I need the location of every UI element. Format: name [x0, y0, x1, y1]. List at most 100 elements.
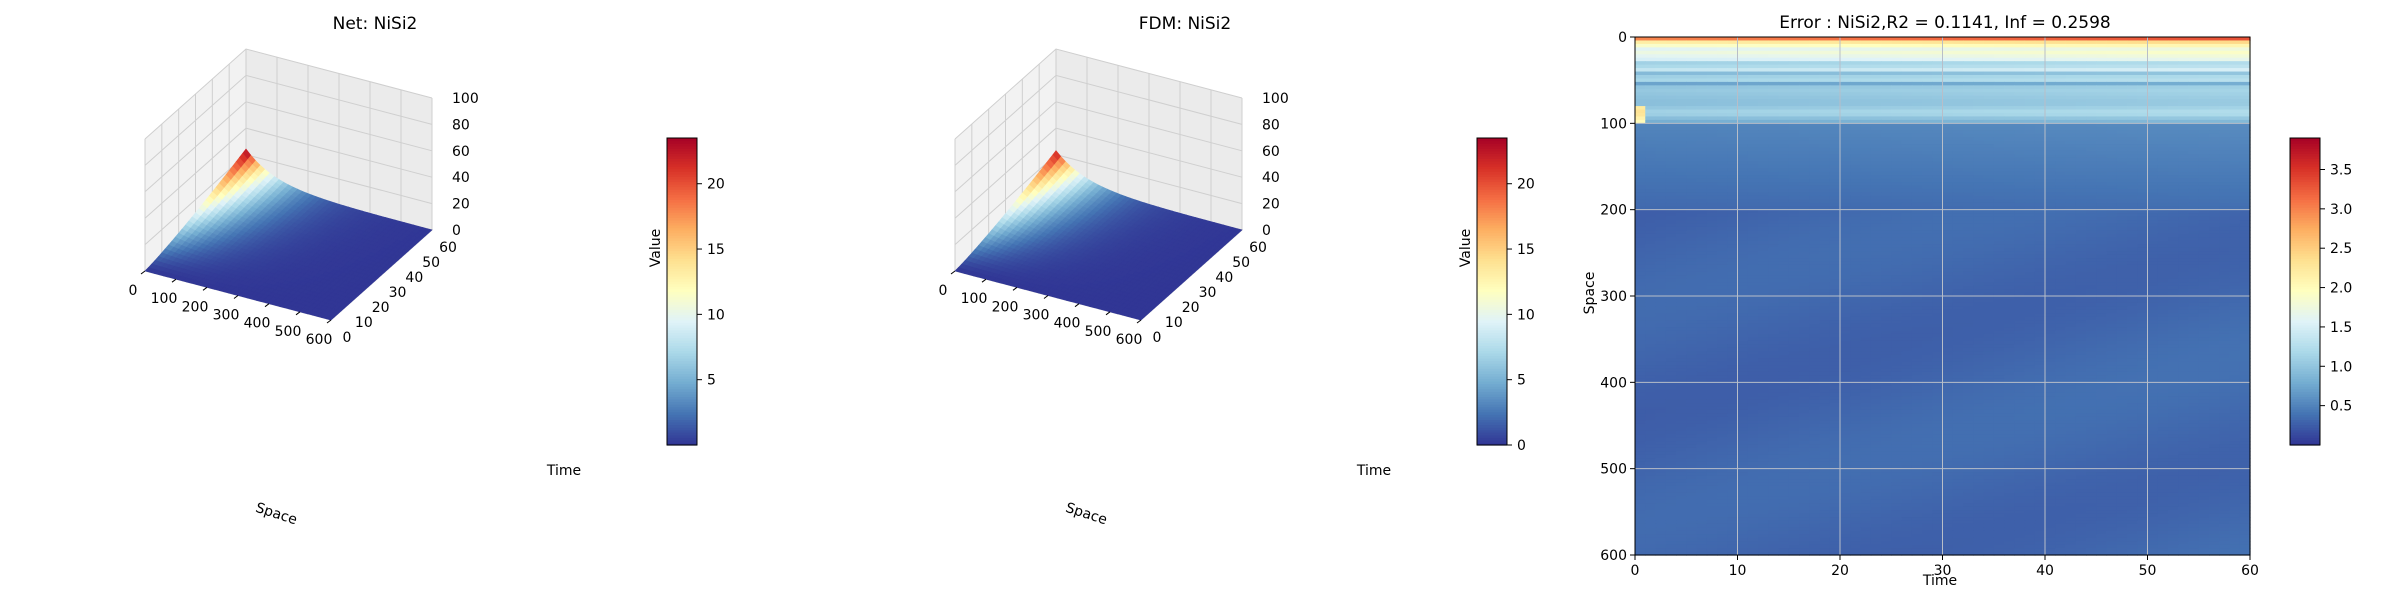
colorbar-step	[667, 299, 697, 303]
heatmap-cell	[1665, 85, 1677, 90]
colorbar-step	[1477, 311, 1507, 316]
colorbar-step	[667, 148, 697, 152]
heatmap-cell	[1911, 43, 1923, 48]
colorbar-step	[667, 409, 697, 413]
heatmap-cell	[1891, 154, 1903, 159]
heatmap-cell	[2045, 116, 2056, 121]
heatmap-cell	[2034, 71, 2046, 76]
colorbar-tick-label: 5	[1517, 373, 1526, 389]
heatmap-cell	[1870, 40, 1882, 45]
heatmap-cell	[1768, 137, 1780, 142]
colorbar-step	[1477, 370, 1507, 374]
heatmap-cell	[1983, 157, 1995, 162]
heatmap-cell	[1799, 99, 1810, 104]
heatmap-cell	[2116, 109, 2128, 114]
heatmap-cell	[2147, 140, 2159, 145]
heatmap-cell	[2239, 74, 2251, 80]
heatmap-cell	[1778, 140, 1790, 145]
heatmap-cell	[1635, 54, 1646, 59]
heatmap-cell	[1911, 47, 1923, 52]
heatmap-cell	[1799, 95, 1810, 100]
heatmap-cell	[1911, 37, 1923, 42]
heatmap-cell	[1993, 106, 2005, 111]
heatmap-cell	[1860, 126, 1872, 131]
heatmap-cell	[1686, 147, 1698, 152]
heatmap-cell	[2045, 68, 2056, 73]
heatmap-cell	[1696, 126, 1708, 131]
heatmap-cell	[1860, 68, 1872, 73]
heatmap-cell	[2034, 157, 2046, 162]
heatmap-cell	[2157, 112, 2169, 118]
heatmap-cell	[2065, 85, 2077, 90]
heatmap-cell	[1809, 71, 1821, 76]
heatmap-cell	[2198, 123, 2210, 128]
heatmap-cell	[2024, 37, 2036, 42]
heatmap-cell	[1747, 68, 1759, 73]
heatmap-cell	[2055, 144, 2067, 149]
heatmap-cell	[1635, 157, 1646, 162]
heatmap-cell	[1737, 133, 1749, 138]
heatmap-cell	[1850, 147, 1862, 152]
colorbar-frame	[666, 137, 698, 446]
heatmap-cell	[1840, 147, 1851, 152]
heatmap-cell	[2055, 154, 2067, 159]
heatmap-cell	[2188, 137, 2200, 142]
heatmap-cell	[1737, 147, 1749, 152]
heatmap-cell	[1901, 50, 1913, 55]
heatmap-cell	[1665, 71, 1677, 76]
heatmap-cell	[1696, 119, 1708, 124]
heatmap-cell	[2219, 106, 2231, 111]
heatmap-cell	[1747, 71, 1759, 76]
heatmap-cell	[1911, 102, 1923, 107]
heatmap-cell	[1860, 147, 1872, 152]
heatmap-cell	[1788, 50, 1800, 55]
heatmap-cell	[2075, 150, 2087, 156]
heatmap-cell	[1993, 119, 2005, 124]
heatmap-cell	[1676, 168, 1687, 173]
heatmap-cell	[2178, 43, 2190, 48]
heatmap-cell	[2106, 164, 2118, 169]
heatmap-cell	[1911, 150, 1923, 156]
heatmap-cell	[2106, 85, 2118, 90]
heatmap-cell	[1706, 92, 1718, 97]
heatmap-cell	[1727, 137, 1739, 142]
heatmap-cell	[2086, 116, 2097, 121]
heatmap-cell	[1911, 92, 1923, 97]
heatmap-cell	[1840, 112, 1851, 118]
heatmap-cell	[1665, 54, 1677, 59]
heatmap-cell	[1635, 68, 1646, 73]
heatmap-cell	[1768, 157, 1780, 162]
heatmap-cell	[1942, 144, 1954, 149]
heatmap-cell	[2239, 40, 2251, 45]
heatmap-cell	[2239, 47, 2251, 52]
colorbar-step	[1477, 214, 1507, 218]
heatmap-cell	[1706, 43, 1718, 48]
heatmap-cell	[1758, 116, 1769, 121]
heatmap-cell	[1635, 81, 1646, 86]
heatmap-cell	[1881, 150, 1892, 156]
heatmap-cell	[1696, 68, 1708, 73]
heatmap-cell	[1635, 40, 1646, 45]
heatmap-cell	[2014, 137, 2026, 142]
heatmap-cell	[2188, 130, 2200, 135]
heatmap-cell	[2239, 144, 2251, 149]
heatmap-cell	[2198, 64, 2210, 69]
heatmap-cell	[1942, 106, 1954, 111]
colorbar-step	[1477, 434, 1507, 438]
heatmap-cell	[1727, 88, 1739, 93]
colorbar-step	[1477, 378, 1507, 382]
heatmap-cell	[2065, 81, 2077, 86]
heatmap-cell	[2075, 88, 2087, 93]
heatmap-cell	[1727, 133, 1739, 138]
heatmap-cell	[1655, 57, 1667, 62]
heatmap-cell	[1963, 147, 1974, 152]
heatmap-cell	[2188, 95, 2200, 100]
heatmap-cell	[2198, 130, 2210, 135]
heatmap-cell	[1850, 99, 1862, 104]
colorbar-step	[1477, 227, 1507, 231]
heatmap-cell	[1778, 37, 1790, 42]
heatmap-cell	[2086, 57, 2097, 62]
heatmap-cell	[2065, 88, 2077, 93]
heatmap-cell	[1747, 123, 1759, 128]
heatmap-cell	[1952, 78, 1964, 83]
